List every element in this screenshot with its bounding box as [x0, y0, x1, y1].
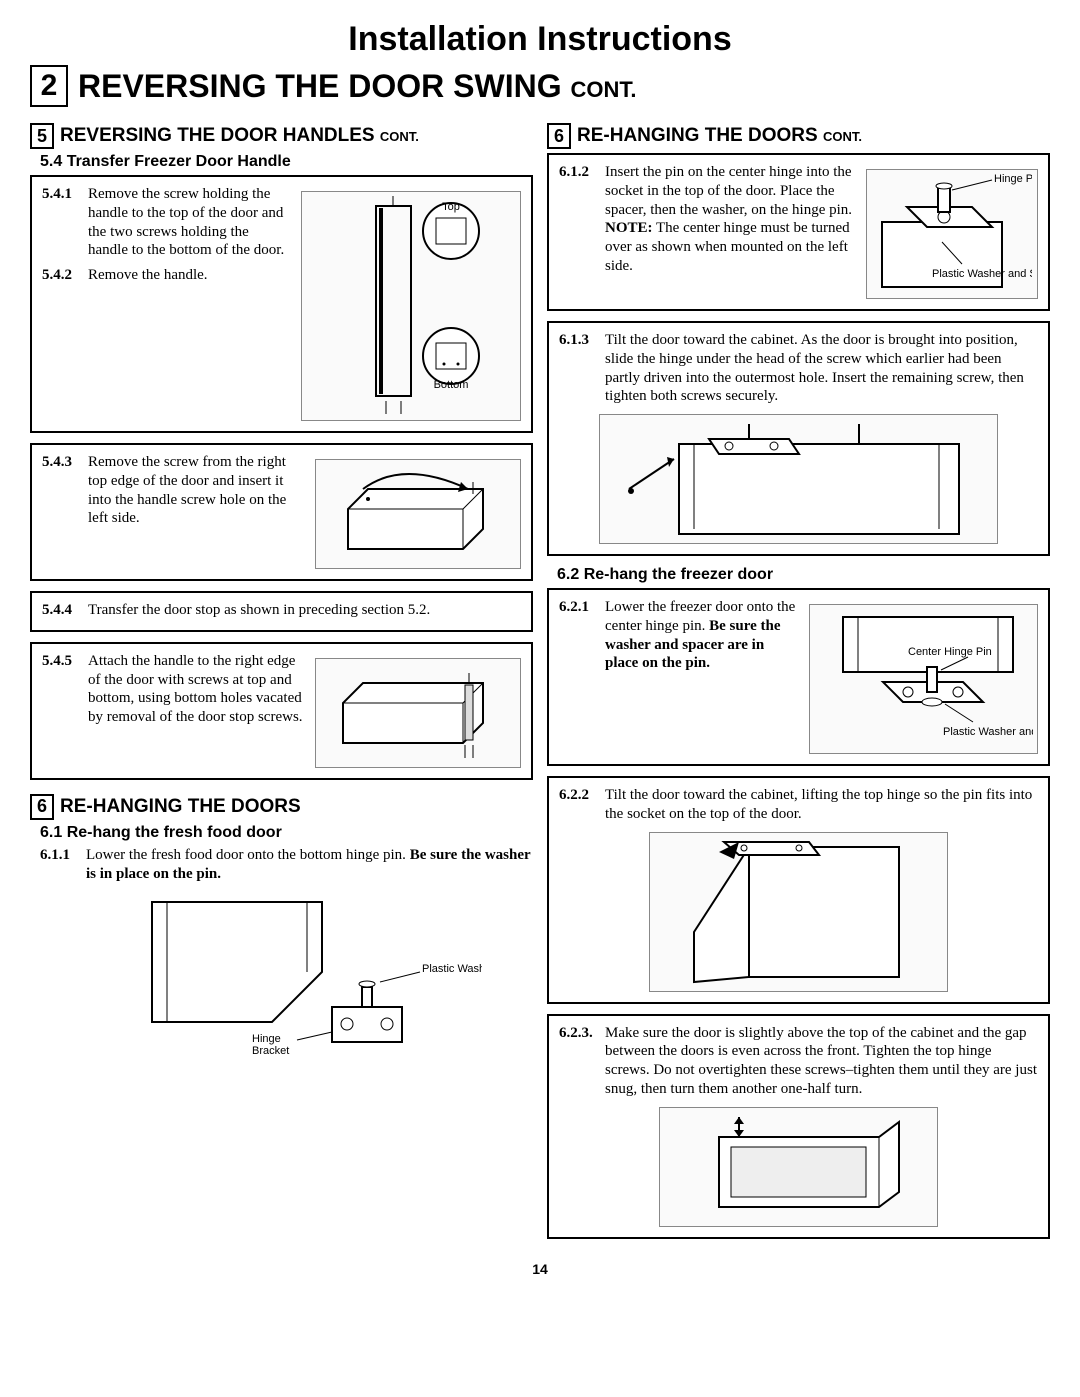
main-heading: REVERSING THE DOOR SWING CONT. [78, 68, 636, 105]
step-543-num: 5.4.3 [42, 453, 80, 528]
main-heading-text: REVERSING THE DOOR SWING [78, 68, 562, 104]
step-541: 5.4.1 Remove the screw holding the handl… [42, 185, 291, 260]
section-number-2: 2 [30, 65, 68, 107]
figure-613 [599, 414, 998, 544]
step-611-text: Lower the fresh food door onto the botto… [86, 846, 533, 884]
figure-611: Plastic Washer Hinge Bracket [70, 889, 533, 1059]
subsection-5-4: 5.4 Transfer Freezer Door Handle [40, 153, 533, 171]
step-542-num: 5.4.2 [42, 266, 80, 285]
section-6-heading-left: 6 RE-HANGING THE DOORS [30, 794, 533, 820]
section-6-title-right-text: RE-HANGING THE DOORS [577, 125, 818, 146]
step-543-text: Remove the screw from the right top edge… [88, 453, 305, 528]
figure-543 [315, 459, 521, 569]
step-box-544: 5.4.4 Transfer the door stop as shown in… [30, 591, 533, 632]
step-541-num: 5.4.1 [42, 185, 80, 260]
step-box-541-542: 5.4.1 Remove the screw holding the handl… [30, 175, 533, 433]
step-623-text: Make sure the door is slightly above the… [605, 1024, 1038, 1099]
step-box-613: 6.1.3 Tilt the door toward the cabinet. … [547, 321, 1050, 556]
step-613-num: 6.1.3 [559, 331, 597, 406]
section-5-heading: 5 REVERSING THE DOOR HANDLES CONT. [30, 123, 533, 149]
subsection-6-2: 6.2 Re-hang the freezer door [557, 566, 1050, 584]
section-5-title-text: REVERSING THE DOOR HANDLES [60, 125, 375, 146]
step-611-num: 6.1.1 [40, 846, 78, 884]
page-number: 14 [30, 1261, 1050, 1277]
figure-612-washer-label: Plastic Washer and Spacer [932, 268, 1032, 280]
step-612-text-a: Insert the pin on the center hinge into … [605, 164, 852, 218]
section-6-cont-right: CONT. [823, 129, 862, 144]
main-heading-row: 2 REVERSING THE DOOR SWING CONT. [30, 65, 1050, 107]
step-623-num: 6.2.3. [559, 1024, 597, 1099]
figure-label-top: Top [442, 201, 460, 213]
left-column: 5 REVERSING THE DOOR HANDLES CONT. 5.4 T… [30, 117, 533, 1249]
step-623: 6.2.3. Make sure the door is slightly ab… [559, 1024, 1038, 1099]
subsection-6-1: 6.1 Re-hang the fresh food door [40, 824, 533, 842]
figure-611-bracket-label-2: Bracket [252, 1045, 289, 1057]
step-box-612: 6.1.2 Insert the pin on the center hinge… [547, 153, 1050, 311]
section-6-heading-right: 6 RE-HANGING THE DOORS CONT. [547, 123, 1050, 149]
step-544-text: Transfer the door stop as shown in prece… [88, 601, 521, 620]
step-621: 6.2.1 Lower the freezer door onto the ce… [559, 598, 799, 673]
figure-612-hinge-label: Hinge Pin [994, 173, 1032, 185]
step-544-num: 5.4.4 [42, 601, 80, 620]
step-541-text: Remove the screw holding the handle to t… [88, 185, 291, 260]
figure-621-pin-label: Center Hinge Pin [908, 646, 992, 658]
step-542: 5.4.2 Remove the handle. [42, 266, 291, 285]
figure-611-washer-label: Plastic Washer [422, 963, 482, 975]
step-621-num: 6.2.1 [559, 598, 597, 673]
section-6-title-left: RE-HANGING THE DOORS [60, 796, 301, 818]
right-column: 6 RE-HANGING THE DOORS CONT. 6.1.2 Inser… [547, 117, 1050, 1249]
step-543: 5.4.3 Remove the screw from the right to… [42, 453, 305, 528]
figure-handle-top-bottom: Top Bottom [301, 191, 521, 421]
section-5-title: REVERSING THE DOOR HANDLES CONT. [60, 125, 419, 147]
step-box-623: 6.2.3. Make sure the door is slightly ab… [547, 1014, 1050, 1239]
step-box-545: 5.4.5 Attach the handle to the right edg… [30, 642, 533, 780]
section-number-6-left: 6 [30, 794, 54, 820]
step-612-note: NOTE: [605, 220, 653, 236]
section-number-5: 5 [30, 123, 54, 149]
step-622: 6.2.2 Tilt the door toward the cabinet, … [559, 786, 1038, 824]
step-613-text: Tilt the door toward the cabinet. As the… [605, 331, 1038, 406]
figure-623 [659, 1107, 938, 1227]
main-heading-cont: CONT. [570, 77, 636, 102]
step-542-text: Remove the handle. [88, 266, 291, 285]
figure-612: Hinge Pin Plastic Washer and Spacer [866, 169, 1038, 299]
step-612: 6.1.2 Insert the pin on the center hinge… [559, 163, 856, 276]
step-545-num: 5.4.5 [42, 652, 80, 727]
step-box-543: 5.4.3 Remove the screw from the right to… [30, 443, 533, 581]
step-611-text-a: Lower the fresh food door onto the botto… [86, 847, 410, 863]
section-number-6-right: 6 [547, 123, 571, 149]
step-621-text: Lower the freezer door onto the center h… [605, 598, 799, 673]
step-box-622: 6.2.2 Tilt the door toward the cabinet, … [547, 776, 1050, 1004]
step-545: 5.4.5 Attach the handle to the right edg… [42, 652, 305, 727]
step-545-text: Attach the handle to the right edge of t… [88, 652, 305, 727]
step-612-num: 6.1.2 [559, 163, 597, 276]
figure-622 [649, 832, 948, 992]
section-5-cont: CONT. [380, 129, 419, 144]
section-6-title-right: RE-HANGING THE DOORS CONT. [577, 125, 862, 147]
step-612-text: Insert the pin on the center hinge into … [605, 163, 856, 276]
page-title: Installation Instructions [30, 20, 1050, 59]
step-622-num: 6.2.2 [559, 786, 597, 824]
step-622-text: Tilt the door toward the cabinet, liftin… [605, 786, 1038, 824]
figure-621: Center Hinge Pin Plastic Washer and Spac… [809, 604, 1039, 754]
figure-label-bottom: Bottom [434, 379, 469, 391]
step-544: 5.4.4 Transfer the door stop as shown in… [42, 601, 521, 620]
figure-611-bracket-label-1: Hinge [252, 1033, 281, 1045]
step-611: 6.1.1 Lower the fresh food door onto the… [40, 846, 533, 884]
figure-545 [315, 658, 521, 768]
step-box-621: 6.2.1 Lower the freezer door onto the ce… [547, 588, 1050, 766]
step-613: 6.1.3 Tilt the door toward the cabinet. … [559, 331, 1038, 406]
figure-621-washer-label: Plastic Washer and Spacer [943, 726, 1033, 738]
